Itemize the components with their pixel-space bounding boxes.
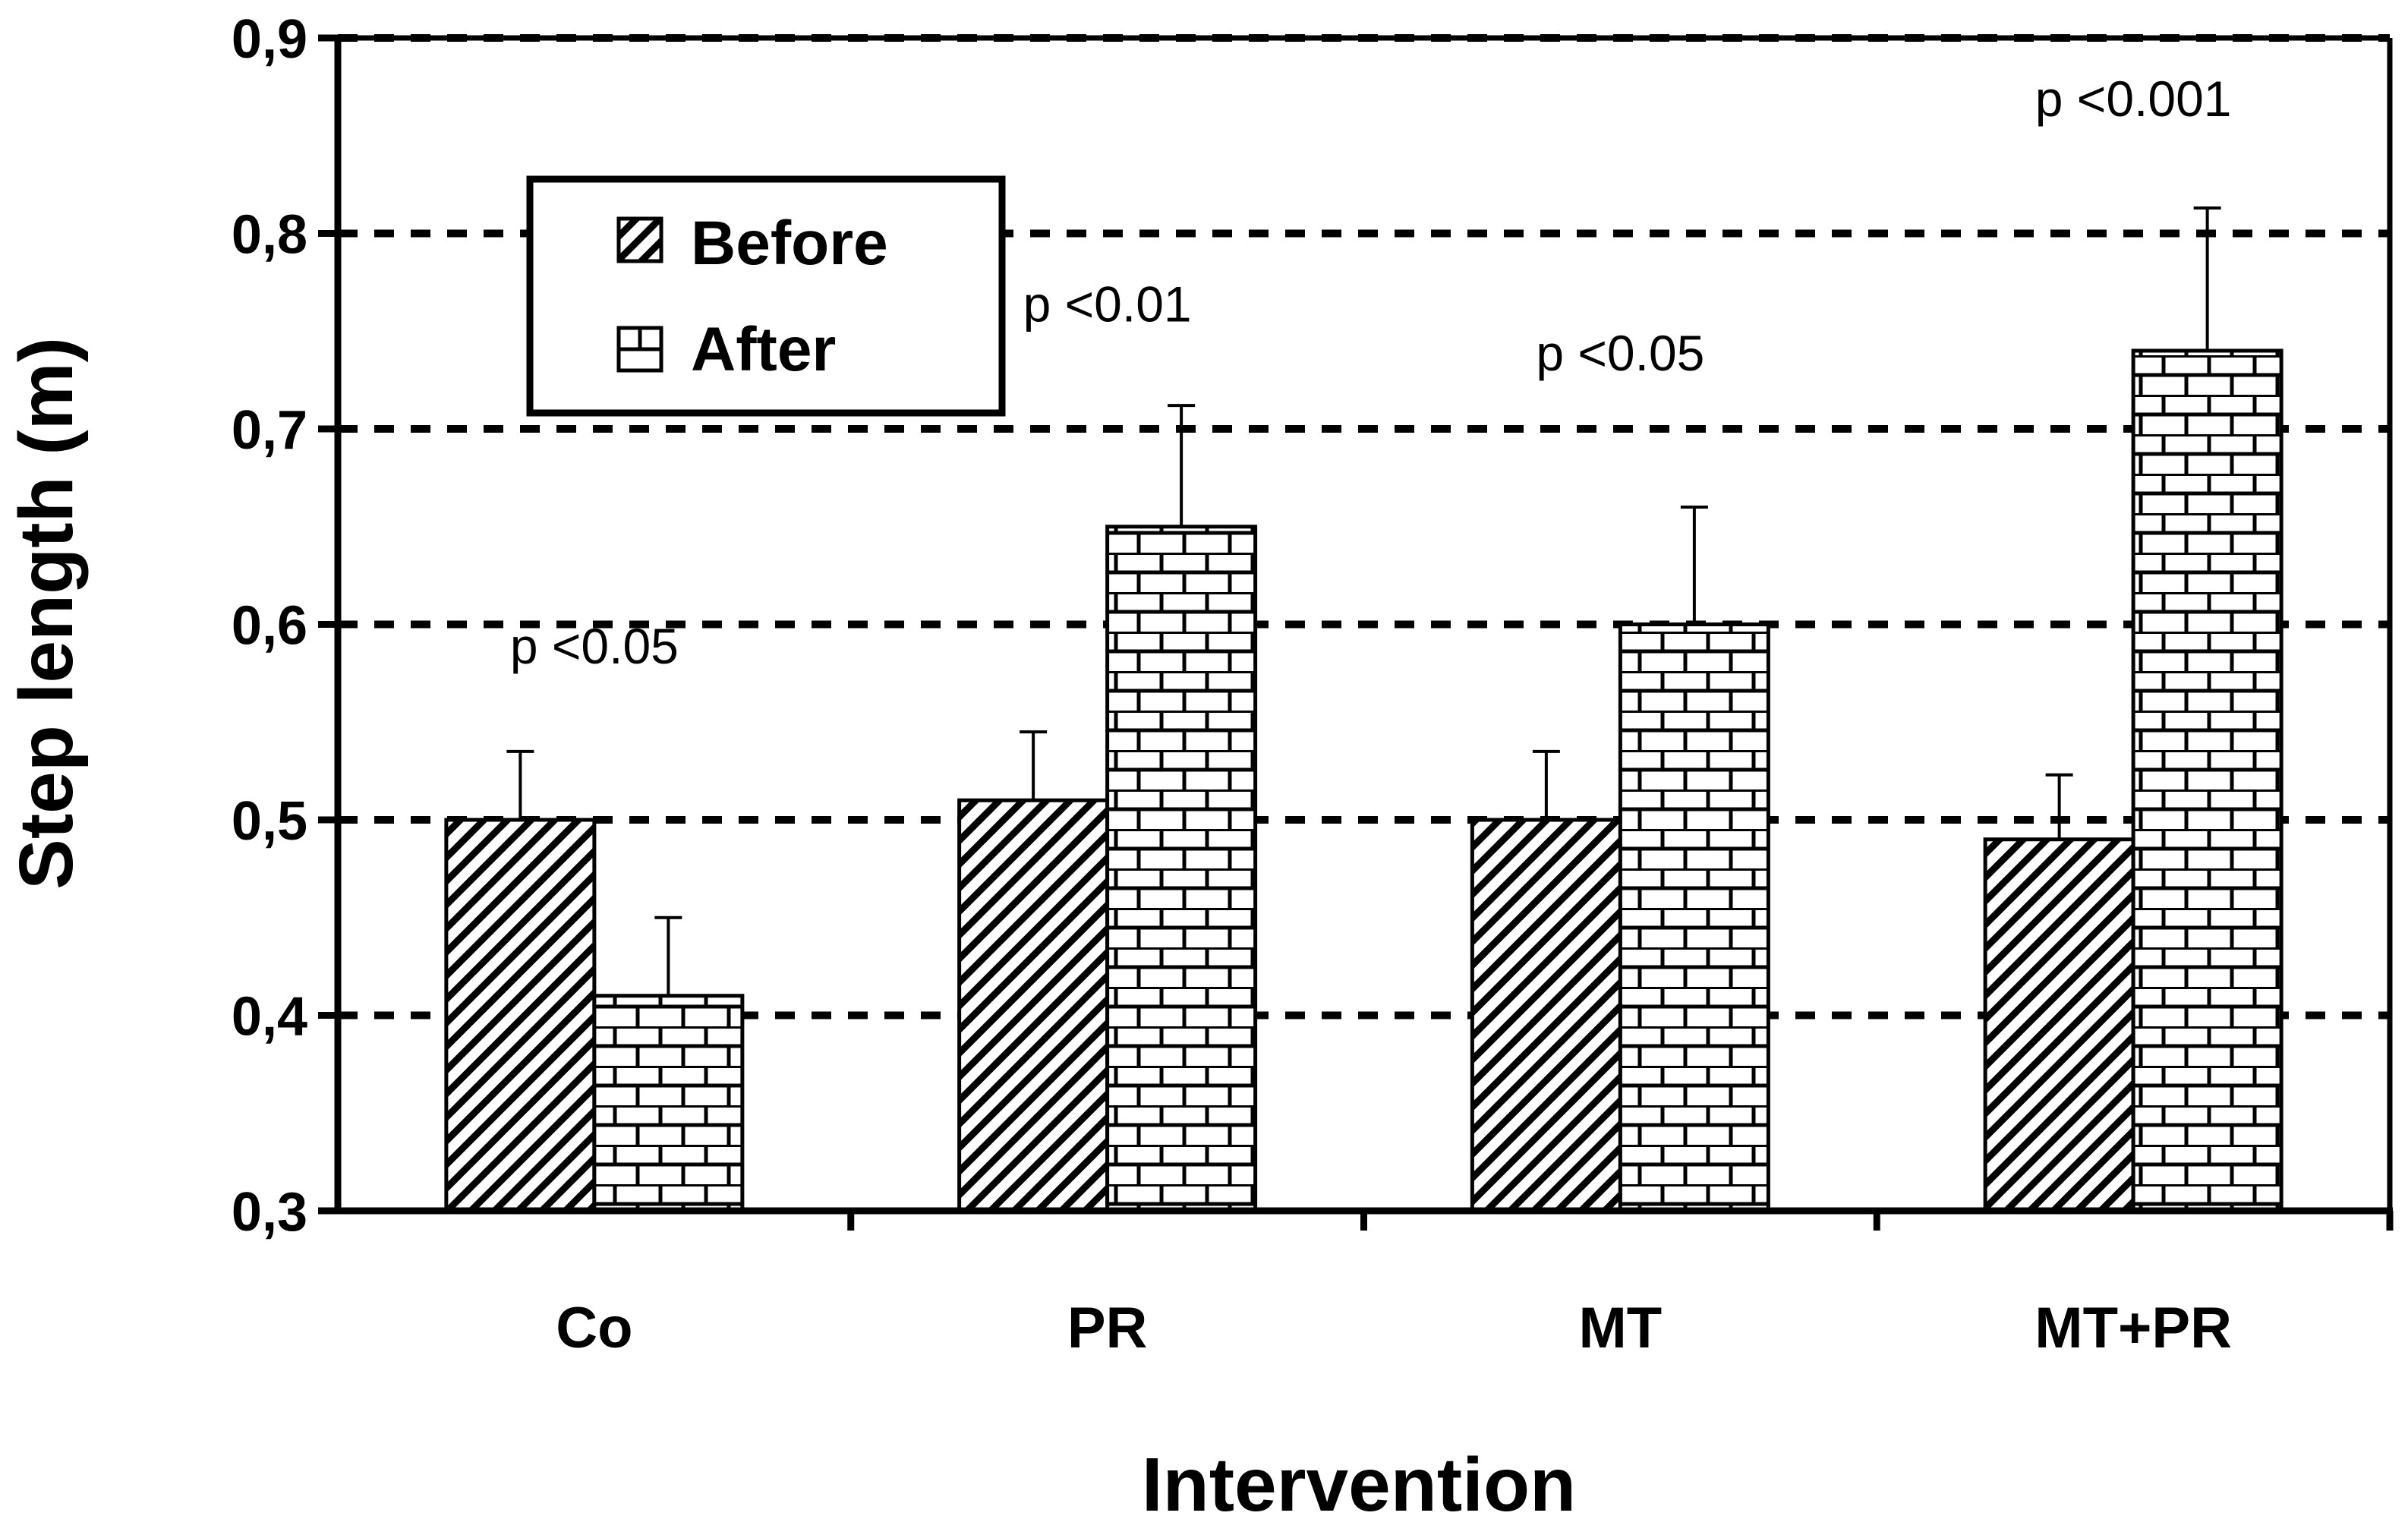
legend-label-before: Before [691,209,888,278]
p-value-annotation: p <0.05 [510,618,679,674]
p-value-annotation: p <0.001 [2035,71,2232,127]
p-value-annotation: p <0.01 [1023,276,1192,332]
bar-after-mt-pr [2131,348,2284,1213]
y-tick-label: 0,9 [232,9,307,70]
x-tick-label: Co [556,1296,632,1360]
legend-label-after: After [691,315,836,384]
axes [318,34,2394,1231]
error-bars [506,206,2221,996]
y-tick-label: 0,5 [232,791,307,852]
x-tick-label: PR [1067,1296,1148,1360]
x-tick-label: MT+PR [2035,1296,2232,1360]
legend-box [526,175,1006,417]
bar-before-pr [957,798,1110,1213]
y-tick-label: 0,8 [232,205,307,266]
bar-after-pr [1105,525,1258,1213]
p-value-annotation: p <0.05 [1536,325,1704,381]
y-tick-label: 0,7 [232,400,307,461]
bar-after-co [592,994,745,1213]
bar-after-mt [1618,622,1770,1213]
bar-before-co [444,818,597,1213]
bar-before-mt-pr [1983,837,2135,1213]
legend-swatch-before [616,216,663,263]
bar-before-mt [1470,818,1622,1213]
y-tick-label: 0,6 [232,596,307,657]
bars [444,348,2284,1213]
x-tick-label: MT [1579,1296,1663,1360]
y-tick-label: 0,3 [232,1182,307,1243]
y-tick-label: 0,4 [232,987,307,1048]
x-axis-title: Intervention [1142,1442,1576,1519]
y-axis-title: Step length (m) [4,337,89,890]
labels: 0,3 0,4 0,5 0,6 0,7 0,8 0,9 Co PR MT MT+PR p <0.05 p… [232,9,2232,1360]
legend: Before After [526,175,1006,417]
